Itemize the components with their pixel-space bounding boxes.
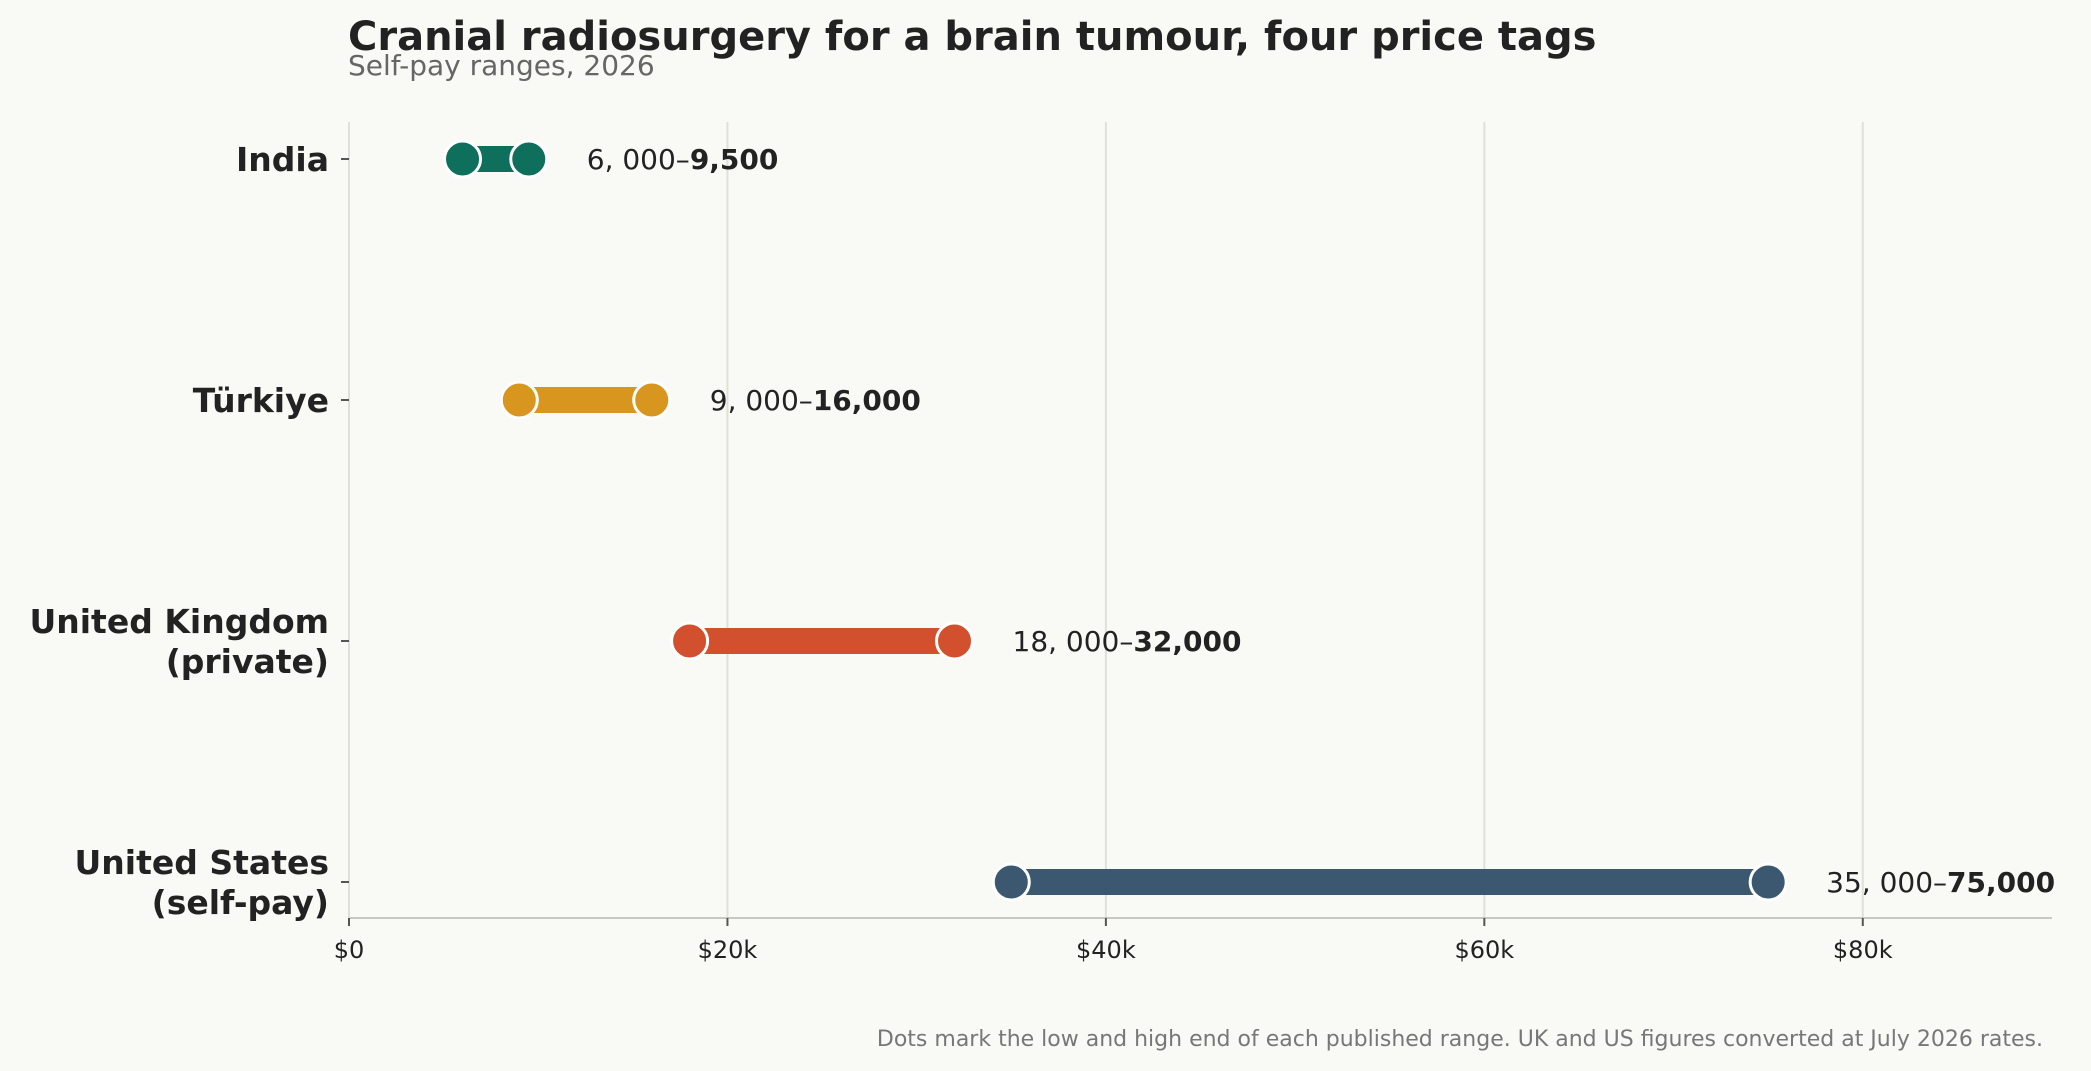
range-label-low: 9, 000– [710, 384, 813, 417]
series-row-0: India 6, 000–9,500 [236, 139, 779, 179]
range-label-3: 35, 000–75,000 [1826, 866, 2055, 899]
chart-footnote: Dots mark the low and high end of each p… [877, 1027, 2043, 1052]
category-label-3: United States (self-pay) [75, 843, 329, 922]
series-row-1: Türkiye 9, 000–16,000 [193, 380, 921, 420]
category-label-0: India [236, 140, 329, 179]
chart-subtitle: Self-pay ranges, 2026 [348, 49, 655, 82]
category-label-1: Türkiye [193, 381, 329, 420]
category-label-line: Türkiye [193, 381, 329, 420]
x-tick-label-4: $80k [1833, 936, 1893, 964]
low-dot-2 [670, 621, 710, 661]
range-label-0: 6, 000–9,500 [587, 143, 779, 176]
category-label-line: United States [75, 843, 329, 882]
x-tick-label-0: $0 [334, 936, 365, 964]
range-label-low: 6, 000– [587, 143, 690, 176]
range-label-low: 35, 000– [1826, 866, 1947, 899]
x-tick-label-1: $20k [698, 936, 758, 964]
high-dot-3 [1748, 862, 1788, 902]
x-tick-label-3: $60k [1454, 936, 1514, 964]
category-label-2: United Kingdom (private) [29, 602, 329, 681]
range-label-low: 18, 000– [1013, 625, 1134, 658]
high-dot-1 [632, 380, 672, 420]
high-dot-2 [935, 621, 975, 661]
high-dot-0 [509, 139, 549, 179]
category-label-line: India [236, 140, 329, 179]
plot-area: India 6, 000–9,500 Türkiye 9, 000–16,000 Uni… [29, 139, 2056, 922]
x-tick-label-2: $40k [1076, 936, 1136, 964]
category-label-line: United Kingdom [29, 602, 329, 641]
range-label-high: 32,000 [1133, 625, 1241, 658]
x-axis-ticks: $0 $20k $40k $60k $80k [334, 918, 1893, 964]
range-label-2: 18, 000–32,000 [1013, 625, 1242, 658]
low-dot-1 [499, 380, 539, 420]
chart-title: Cranial radiosurgery for a brain tumour,… [348, 14, 1596, 60]
range-label-high: 9,500 [690, 143, 779, 176]
range-label-high: 16,000 [813, 384, 921, 417]
series-row-3: United States (self-pay) 35, 000–75,000 [75, 843, 2056, 922]
range-label-high: 75,000 [1947, 866, 2055, 899]
series-row-2: United Kingdom (private) 18, 000–32,000 [29, 602, 1241, 681]
low-dot-0 [443, 139, 483, 179]
category-label-line: (private) [166, 642, 329, 681]
grid-lines [726, 122, 1864, 918]
range-label-1: 9, 000–16,000 [710, 384, 921, 417]
low-dot-3 [991, 862, 1031, 902]
category-label-line: (self-pay) [152, 883, 329, 922]
